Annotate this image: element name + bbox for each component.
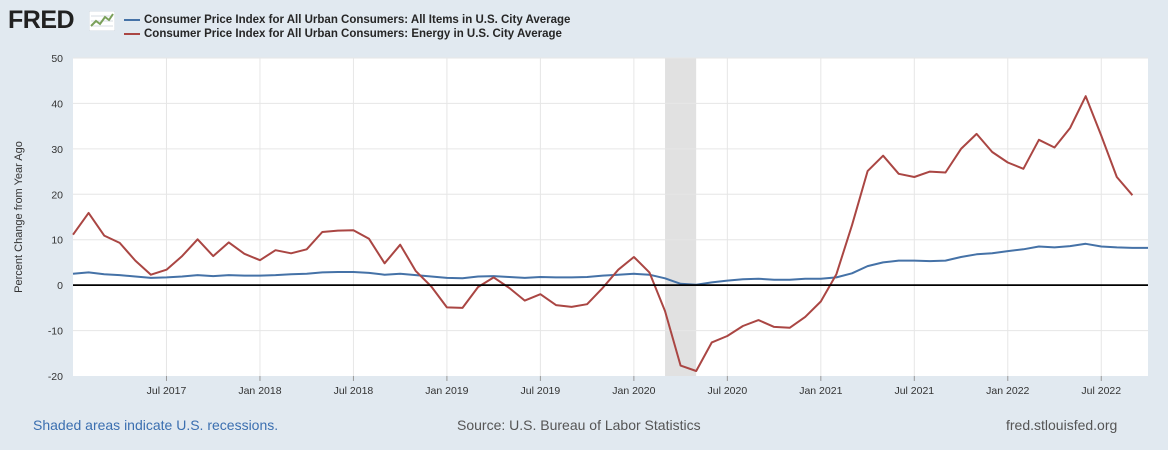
x-tick-label: Jan 2018 xyxy=(238,385,281,397)
series-line-energy[interactable] xyxy=(72,95,1134,372)
y-tick-label: 30 xyxy=(51,144,63,156)
y-tick-label: -10 xyxy=(48,326,63,338)
legend-item-energy[interactable]: Consumer Price Index for All Urban Consu… xyxy=(124,27,570,41)
x-tick-label: Jan 2021 xyxy=(799,385,842,397)
series-line-all-items[interactable] xyxy=(72,242,1148,286)
y-tick-label: 10 xyxy=(51,235,63,247)
x-tick-label: Jul 2021 xyxy=(894,385,934,397)
legend-swatch-energy xyxy=(124,33,140,35)
legend-label-energy: Consumer Price Index for All Urban Consu… xyxy=(144,28,562,40)
y-tick-label: 40 xyxy=(51,98,63,110)
recession-note-link[interactable]: Shaded areas indicate U.S. recessions. xyxy=(33,417,279,433)
x-tick-label: Jul 2018 xyxy=(334,385,374,397)
x-tick-label: Jul 2019 xyxy=(521,385,561,397)
y-tick-label: 0 xyxy=(57,280,63,292)
y-tick-label: -20 xyxy=(48,371,63,383)
fred-url-link[interactable]: fred.stlouisfed.org xyxy=(1006,417,1118,433)
y-tick-label: 20 xyxy=(51,189,63,201)
x-tick-label: Jul 2022 xyxy=(1081,385,1121,397)
recession-shading xyxy=(665,58,697,376)
legend-swatch-all-items xyxy=(124,19,140,21)
y-tick-label: 50 xyxy=(51,53,63,65)
y-axis-label: Percent Change from Year Ago xyxy=(13,141,25,293)
plot-area xyxy=(73,58,1148,376)
fred-logo[interactable]: FRED xyxy=(8,6,75,34)
x-tick-label: Jan 2022 xyxy=(986,385,1029,397)
legend-item-all-items[interactable]: Consumer Price Index for All Urban Consu… xyxy=(124,13,570,27)
fred-line-chart-icon xyxy=(89,11,115,31)
source-note: Source: U.S. Bureau of Labor Statistics xyxy=(457,417,701,433)
x-tick-label: Jan 2019 xyxy=(425,385,468,397)
x-tick-label: Jul 2020 xyxy=(707,385,747,397)
legend: Consumer Price Index for All Urban Consu… xyxy=(124,13,570,41)
x-tick-label: Jan 2020 xyxy=(612,385,655,397)
x-tick-label: Jul 2017 xyxy=(147,385,187,397)
legend-label-all-items: Consumer Price Index for All Urban Consu… xyxy=(144,14,571,26)
